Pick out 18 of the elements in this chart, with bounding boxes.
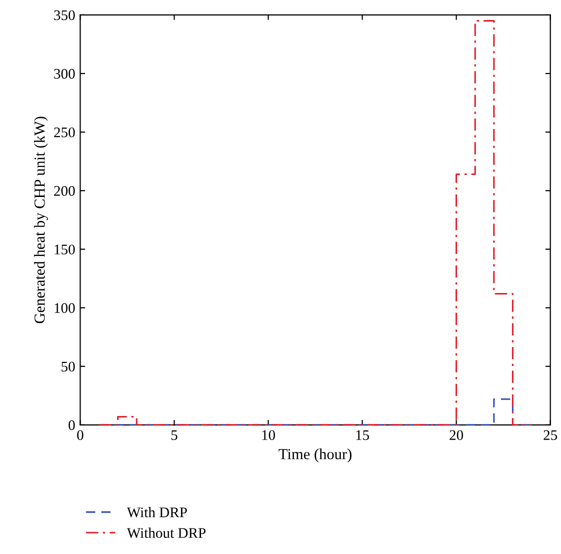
y-tick-label: 100	[54, 303, 75, 313]
y-tick-label: 50	[62, 362, 75, 372]
y-tick-label: 0	[68, 420, 75, 430]
y-tick-label: 300	[54, 68, 75, 79]
y-tick-label: 250	[54, 127, 75, 138]
y-axis-title: Generated heat by CHP unit (kW)	[34, 116, 48, 324]
x-tick-label: 20	[450, 430, 464, 440]
x-tick-label: 5	[171, 430, 178, 440]
legend-label: Without DRP	[126, 528, 206, 538]
y-tick-label: 350	[54, 10, 75, 20]
x-tick-label: 15	[356, 430, 370, 440]
y-tick-label: 150	[54, 244, 75, 254]
x-axis-title: Time (hour)	[278, 448, 352, 462]
legend-label: With DRP	[126, 507, 187, 518]
x-tick-label: 0	[77, 430, 84, 440]
x-tick-label: 10	[262, 430, 276, 440]
x-tick-label: 25	[544, 430, 558, 440]
y-tick-label: 200	[54, 186, 75, 196]
